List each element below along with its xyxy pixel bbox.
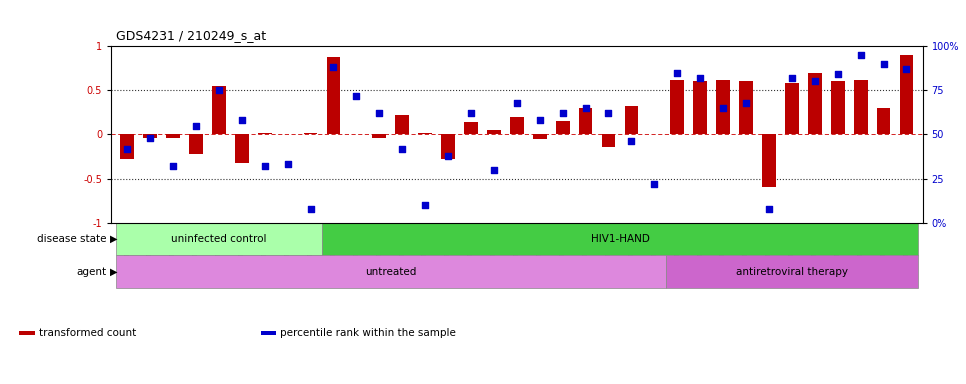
Bar	[625, 106, 639, 134]
Text: untreated: untreated	[365, 266, 416, 277]
Bar	[533, 134, 547, 139]
Bar	[120, 134, 134, 159]
Bar	[322, 223, 918, 255]
Bar	[666, 255, 918, 288]
Point	[784, 75, 800, 81]
Bar	[602, 134, 615, 147]
Bar	[899, 55, 914, 134]
Text: ▶: ▶	[110, 234, 118, 244]
Point	[394, 146, 410, 152]
Bar	[116, 223, 322, 255]
Point	[898, 66, 914, 72]
Point	[257, 163, 272, 169]
Bar	[579, 108, 592, 134]
Point	[464, 110, 479, 116]
Point	[120, 146, 135, 152]
Point	[349, 93, 364, 99]
Bar	[116, 255, 666, 288]
Point	[669, 70, 685, 76]
Bar	[716, 79, 730, 134]
Point	[554, 110, 570, 116]
Bar	[762, 134, 776, 187]
Bar	[739, 81, 753, 134]
Bar	[189, 134, 203, 154]
Bar	[166, 134, 180, 138]
Bar	[143, 134, 156, 138]
Bar	[510, 117, 524, 134]
Point	[830, 71, 845, 78]
Point	[716, 105, 731, 111]
Bar	[555, 121, 570, 134]
Text: percentile rank within the sample: percentile rank within the sample	[280, 328, 456, 338]
Point	[280, 161, 296, 167]
Bar	[235, 134, 248, 163]
Text: uninfected control: uninfected control	[171, 234, 267, 244]
Bar	[418, 132, 432, 134]
Point	[486, 167, 501, 173]
Bar	[19, 331, 35, 335]
Bar	[877, 108, 891, 134]
Point	[509, 99, 525, 106]
Text: antiretroviral therapy: antiretroviral therapy	[736, 266, 848, 277]
Bar	[395, 115, 409, 134]
Bar	[808, 73, 822, 134]
Text: ▶: ▶	[110, 266, 118, 277]
Point	[188, 122, 204, 129]
Point	[417, 202, 433, 208]
Point	[761, 205, 777, 212]
Point	[302, 205, 318, 212]
Bar	[831, 81, 844, 134]
Bar	[464, 122, 478, 134]
Point	[532, 117, 548, 123]
Bar	[212, 86, 226, 134]
Point	[578, 105, 593, 111]
Point	[807, 78, 822, 84]
Bar	[258, 132, 271, 134]
Text: GDS4231 / 210249_s_at: GDS4231 / 210249_s_at	[116, 29, 266, 42]
Bar	[441, 134, 455, 159]
Text: transformed count: transformed count	[39, 328, 136, 338]
Bar	[303, 132, 318, 134]
Point	[372, 110, 387, 116]
Bar	[785, 83, 799, 134]
Point	[234, 117, 249, 123]
Bar	[261, 331, 276, 335]
Point	[165, 163, 181, 169]
Bar	[327, 57, 340, 134]
Point	[693, 75, 708, 81]
Point	[738, 99, 753, 106]
Point	[326, 64, 341, 70]
Text: HIV1-HAND: HIV1-HAND	[590, 234, 649, 244]
Text: disease state: disease state	[37, 234, 106, 244]
Point	[440, 152, 456, 159]
Bar	[854, 79, 867, 134]
Point	[876, 61, 892, 67]
Point	[646, 181, 662, 187]
Point	[142, 135, 157, 141]
Point	[212, 87, 227, 93]
Point	[601, 110, 616, 116]
Bar	[670, 79, 684, 134]
Bar	[694, 81, 707, 134]
Bar	[373, 134, 386, 138]
Bar	[487, 130, 500, 134]
Text: agent: agent	[76, 266, 106, 277]
Point	[853, 52, 868, 58]
Point	[624, 138, 639, 144]
